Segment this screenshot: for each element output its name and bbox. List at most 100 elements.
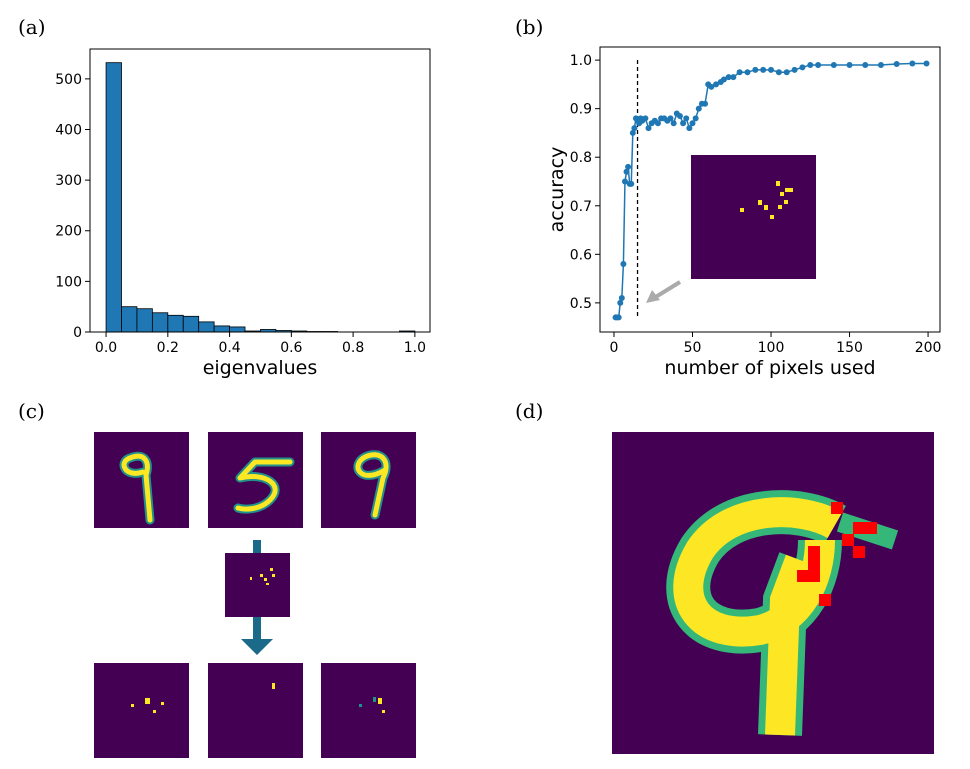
point [683,115,690,122]
digit-images [94,432,416,758]
x-tick-label: 50 [684,340,702,356]
point [618,295,625,302]
pixels [131,568,385,713]
point [815,61,822,68]
x-tick-label: 0 [610,340,619,356]
x-tick-label: 0.2 [157,340,179,356]
digit-nine [666,490,899,736]
y-tick-label: 0.7 [570,199,592,215]
x-tick-label: 150 [836,340,863,356]
axes-frame [599,46,941,333]
panel-d [612,432,934,754]
point [708,83,715,90]
y-tick-label: 0 [73,325,82,341]
point [620,261,627,268]
point [783,69,790,76]
point [625,163,632,170]
point [893,60,900,67]
point [862,61,869,68]
point [702,100,709,107]
point [846,61,853,68]
y-tick-label: 0.6 [570,247,592,263]
x-axis-label: number of pixels used [664,357,875,379]
y-tick-label: 200 [55,224,82,240]
point [775,69,782,76]
point [877,61,884,68]
point [654,120,661,127]
y-tick-label: 500 [55,72,82,88]
point [670,120,677,127]
point [615,314,622,321]
pixel [359,704,362,707]
point [680,120,687,127]
point [695,105,702,112]
digit-strokes [119,450,391,525]
y-tick-label: 1.0 [570,53,592,69]
point [752,66,759,73]
point [692,115,699,122]
point [667,115,674,122]
point [629,129,636,136]
point [676,112,683,119]
point [713,81,720,88]
point [799,64,806,71]
x-tick-label: 200 [915,340,942,356]
point [760,66,767,73]
y-tick-label: 0.5 [570,296,592,312]
bar [198,321,215,333]
point [623,168,630,175]
panel-label: (d) [515,399,543,423]
flow-arrow [241,540,273,655]
y-tick-label: 0.9 [570,102,592,118]
x-tick-label: 0.6 [280,340,302,356]
x-tick-label: 0.0 [95,340,117,356]
bar [105,62,122,333]
point [744,69,751,76]
x-tick-label: 0.4 [218,340,240,356]
y-tick-label: 0.8 [570,150,592,166]
point [645,125,652,132]
point [689,120,696,127]
panel-label: (c) [18,399,45,423]
point [730,74,737,81]
point [830,61,837,68]
point [725,74,732,81]
bar [213,325,230,333]
chart: 0 50 100 150 200 0.5 0.6 0.7 0.8 0.9 1.0 number of … [546,46,942,379]
point [628,180,635,187]
bar [136,308,153,333]
x-tick-label: 100 [758,340,785,356]
point [791,66,798,73]
x-axis-label: eigenvalues [203,357,318,379]
bar [182,315,200,333]
panel-label: (b) [515,15,543,39]
point [736,69,743,76]
y-axis-label: accuracy [546,147,568,233]
point [768,66,775,73]
point [631,125,638,132]
point [807,61,814,68]
y-tick-label: 300 [55,173,82,189]
bar [229,326,246,333]
panel-label: (a) [18,15,46,39]
point [720,76,727,83]
pixel [373,697,376,702]
y-tick-label: 100 [55,274,82,290]
bar [167,314,184,333]
bar [151,312,169,333]
point [909,60,916,67]
point [923,60,930,67]
selected-pixels [797,502,877,606]
axes-frame [89,48,431,333]
panel-c [94,432,416,758]
point [642,115,649,122]
point [621,178,628,185]
chart: 0.0 0.2 0.4 0.6 0.8 1.0 0 100 200 300 400 500 eigenv… [55,48,431,379]
x-tick-label: 0.8 [342,340,364,356]
bar [121,306,138,333]
inset [646,155,816,303]
y-tick-label: 400 [55,122,82,138]
x-tick-label: 1.0 [404,340,426,356]
point [617,299,624,306]
